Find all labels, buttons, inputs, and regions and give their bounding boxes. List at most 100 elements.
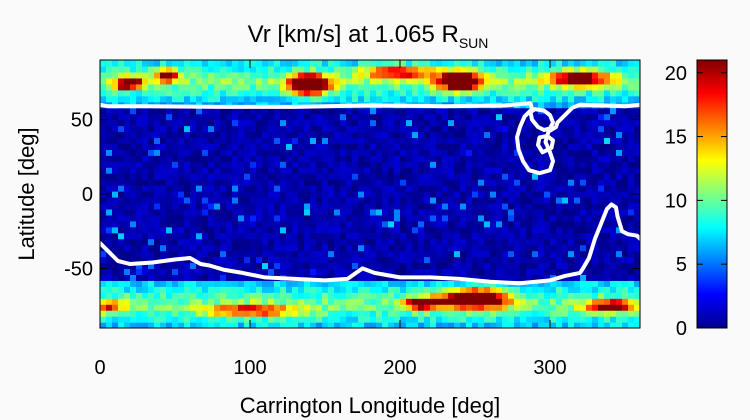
heatmap-cell	[250, 107, 257, 115]
heatmap-cell	[484, 65, 491, 73]
heatmap-cell	[232, 167, 239, 174]
heatmap-cell	[568, 268, 575, 275]
heatmap-cell	[214, 244, 221, 252]
heatmap-cell	[592, 316, 599, 323]
heatmap-cell	[502, 113, 509, 121]
heatmap-cell	[622, 256, 629, 264]
heatmap-cell	[112, 196, 119, 204]
heatmap-cell	[256, 196, 263, 204]
heatmap-cell	[604, 196, 611, 204]
heatmap-cell	[214, 214, 221, 222]
colorbar-tick-label: 0	[676, 318, 687, 340]
heatmap-cell	[478, 250, 485, 258]
heatmap-cell	[634, 298, 640, 305]
heatmap-cell	[436, 226, 443, 234]
heatmap-cell	[388, 250, 395, 258]
heatmap-cell	[394, 191, 401, 198]
heatmap-cell	[526, 238, 533, 246]
heatmap-cell	[136, 310, 143, 317]
heatmap-cell	[574, 155, 581, 162]
heatmap-cell	[256, 119, 263, 127]
heatmap-cell	[334, 322, 341, 328]
heatmap-cell	[292, 298, 299, 305]
heatmap-cell	[202, 280, 209, 287]
heatmap-cell	[304, 131, 311, 139]
heatmap-cell	[586, 143, 593, 150]
heatmap-cell	[568, 89, 575, 97]
heatmap-cell	[598, 95, 605, 103]
heatmap-cell	[358, 89, 365, 97]
heatmap-cell	[472, 256, 479, 264]
heatmap-cell	[226, 65, 233, 73]
heatmap-cell	[418, 149, 425, 156]
heatmap-cell	[520, 250, 527, 258]
heatmap-cell	[136, 161, 143, 168]
heatmap-cell	[112, 322, 119, 328]
heatmap-cell	[226, 77, 233, 85]
heatmap-cell	[562, 125, 569, 133]
heatmap-cell	[460, 310, 467, 317]
heatmap-cell	[556, 101, 563, 109]
heatmap-cell	[244, 226, 251, 234]
heatmap-cell	[220, 304, 227, 311]
heatmap-cell	[238, 65, 245, 73]
heatmap-cell	[436, 304, 443, 311]
heatmap-cell	[520, 89, 527, 97]
heatmap-cell	[394, 77, 401, 85]
heatmap-cell	[286, 60, 293, 67]
heatmap-cell	[454, 196, 461, 204]
heatmap-cell	[592, 310, 599, 317]
heatmap-cell	[442, 250, 449, 258]
heatmap-cell	[370, 310, 377, 317]
heatmap-cell	[184, 274, 191, 281]
heatmap-cell	[610, 316, 617, 323]
heatmap-cell	[442, 280, 449, 287]
heatmap-cell	[634, 316, 640, 323]
heatmap-cell	[130, 280, 137, 287]
heatmap-cell	[136, 107, 143, 115]
heatmap-cell	[100, 214, 107, 222]
heatmap-cell	[370, 179, 377, 186]
heatmap-cell	[358, 238, 365, 246]
heatmap-cell	[388, 286, 395, 293]
heatmap-cell	[274, 232, 281, 240]
heatmap-cell	[136, 125, 143, 133]
heatmap-cell	[484, 113, 491, 121]
heatmap-cell	[622, 149, 629, 156]
heatmap-cell	[574, 232, 581, 240]
heatmap-cell	[562, 202, 569, 210]
heatmap-cell	[232, 274, 239, 281]
heatmap-cell	[328, 113, 335, 121]
heatmap-cell	[508, 179, 515, 186]
heatmap-cell	[400, 196, 407, 204]
heatmap-cell	[322, 226, 329, 234]
heatmap-cell	[280, 143, 287, 150]
heatmap-cell	[304, 292, 311, 299]
heatmap-cell	[472, 226, 479, 234]
heatmap-cell	[598, 149, 605, 156]
heatmap-cell	[616, 262, 623, 270]
heatmap-cell	[322, 220, 329, 228]
heatmap-cell	[148, 137, 155, 144]
heatmap-cell	[460, 179, 467, 186]
heatmap-cell	[508, 202, 515, 210]
heatmap-cell	[568, 167, 575, 174]
heatmap-cell	[268, 107, 275, 115]
heatmap-cell	[388, 262, 395, 270]
heatmap-cell	[358, 220, 365, 228]
heatmap-cell	[604, 232, 611, 240]
heatmap-cell	[508, 161, 515, 168]
heatmap-cell	[142, 113, 149, 121]
heatmap-cell	[166, 179, 173, 186]
heatmap-cell	[388, 226, 395, 234]
heatmap-cell	[136, 208, 143, 216]
heatmap-cell	[322, 89, 329, 97]
heatmap-cell	[388, 256, 395, 264]
heatmap-cell	[130, 226, 137, 234]
heatmap-cell	[580, 292, 587, 299]
heatmap-cell	[310, 131, 317, 139]
heatmap-cell	[592, 298, 599, 305]
heatmap-cell	[418, 155, 425, 162]
heatmap-cell	[508, 322, 515, 328]
heatmap-cell	[592, 226, 599, 234]
